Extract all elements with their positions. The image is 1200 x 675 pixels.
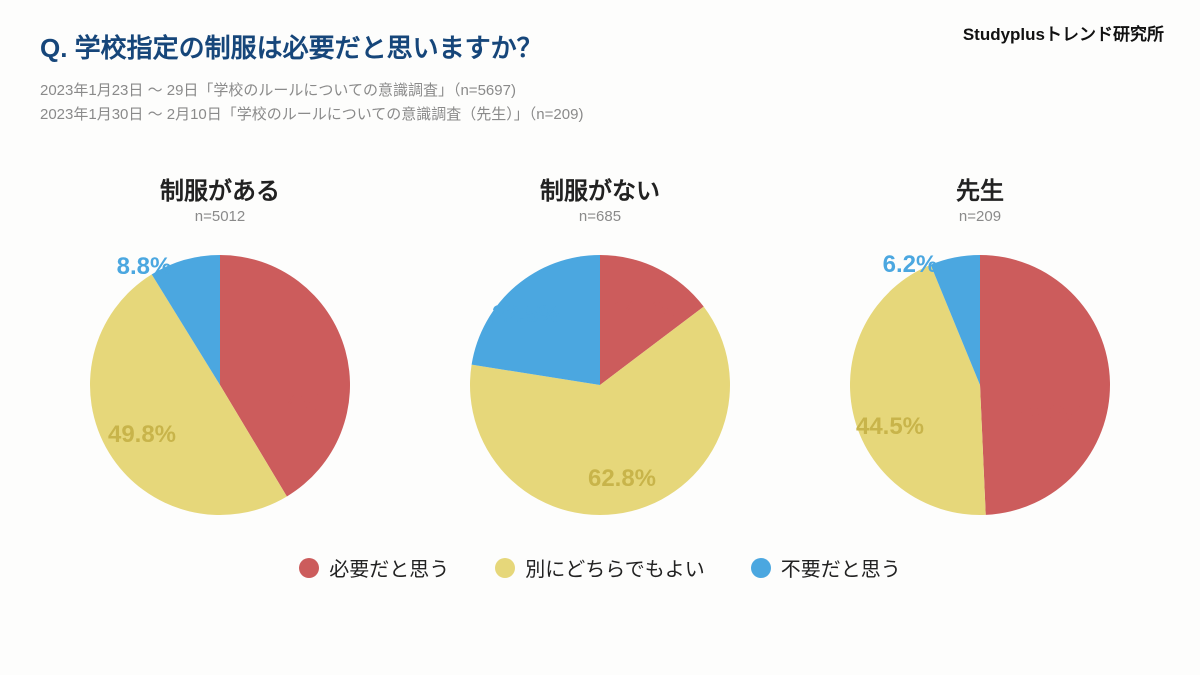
pie-svg: [830, 235, 1130, 535]
charts-row: 制服がある n=5012 41.4% 49.8% 8.8% 制服がない n=685 14.7%…: [0, 131, 1200, 535]
pie-wrap: 14.7% 62.8% 22.5%: [450, 235, 750, 535]
legend-swatch: [495, 558, 515, 578]
legend-swatch: [299, 558, 319, 578]
chart-n-label: n=685: [420, 208, 780, 225]
pie-value-label: 62.8%: [588, 465, 656, 493]
legend-label: 必要だと思う: [329, 553, 449, 582]
pie-svg: [70, 235, 370, 535]
legend-item-either: 別にどちらでもよい: [495, 553, 704, 582]
legend-item-unnecessary: 不要だと思う: [751, 553, 901, 582]
chart-title: 制服がある: [40, 171, 400, 206]
pie-wrap: 41.4% 49.8% 8.8%: [70, 235, 370, 535]
legend-label: 不要だと思う: [781, 553, 901, 582]
pie-value-label: 6.2%: [883, 251, 938, 279]
legend: 必要だと思う 別にどちらでもよい 不要だと思う: [0, 553, 1200, 582]
pie-value-label: 44.5%: [856, 413, 924, 441]
pie-chart: 先生 n=209 49.3% 44.5% 6.2%: [800, 171, 1160, 535]
pie-chart: 制服がある n=5012 41.4% 49.8% 8.8%: [40, 171, 400, 535]
legend-label: 別にどちらでもよい: [525, 553, 704, 582]
pie-value-label: 8.8%: [117, 253, 172, 281]
pie-value-label: 14.7%: [612, 295, 680, 323]
pie-value-label: 22.5%: [492, 301, 560, 329]
pie-slice-necessary: [980, 255, 1110, 515]
pie-wrap: 49.3% 44.5% 6.2%: [830, 235, 1130, 535]
survey-subline-2: 2023年1月30日 〜 2月10日「学校のルールについての意識調査（先生）」（…: [40, 103, 1160, 127]
chart-n-label: n=209: [800, 208, 1160, 225]
header: Studyplusトレンド研究所 Q. 学校指定の制服は必要だと思いますか？ 2…: [0, 0, 1200, 131]
pie-chart: 制服がない n=685 14.7% 62.8% 22.5%: [420, 171, 780, 535]
brand-label: Studyplusトレンド研究所: [963, 20, 1164, 45]
chart-n-label: n=5012: [40, 208, 400, 225]
pie-value-label: 49.3%: [1016, 401, 1084, 429]
survey-subline-1: 2023年1月23日 〜 29日「学校のルールについての意識調査」（n=5697…: [40, 79, 1160, 103]
chart-title: 先生: [800, 171, 1160, 206]
pie-value-label: 49.8%: [108, 421, 176, 449]
pie-value-label: 41.4%: [254, 389, 322, 417]
chart-title: 制服がない: [420, 171, 780, 206]
legend-swatch: [751, 558, 771, 578]
legend-item-necessary: 必要だと思う: [299, 553, 449, 582]
